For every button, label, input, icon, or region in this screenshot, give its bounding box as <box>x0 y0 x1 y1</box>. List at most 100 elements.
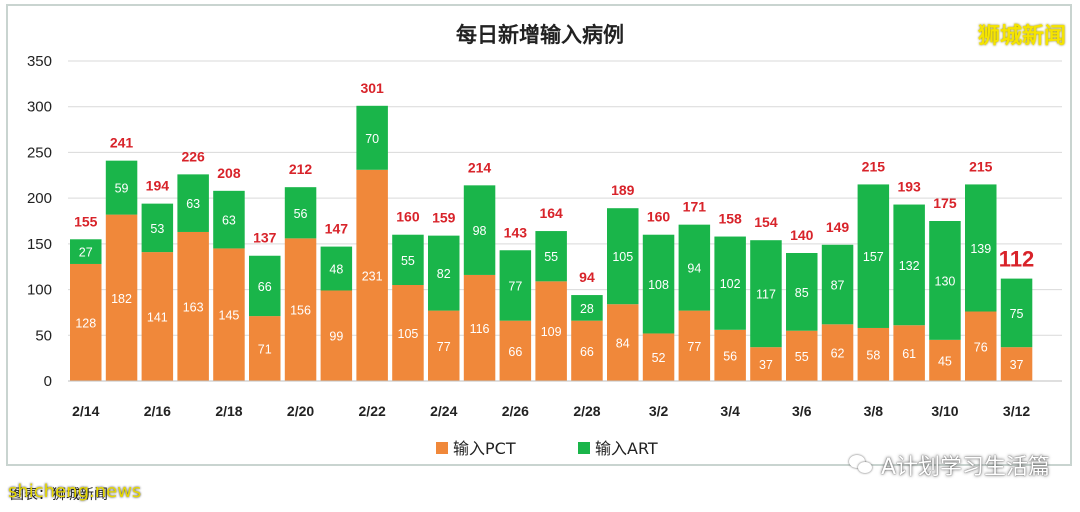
data-label-art: 66 <box>258 280 272 294</box>
data-label-total: 147 <box>325 221 349 237</box>
bar-art-3/12 <box>1000 278 1033 348</box>
bar-art-2/21 <box>320 246 353 291</box>
data-label-pct: 52 <box>652 351 666 365</box>
bar-pct-3/8 <box>857 327 890 381</box>
bar-pct-2/19 <box>249 316 281 381</box>
bar-pct-3/4 <box>714 329 746 381</box>
bar-art-2/19 <box>249 255 281 317</box>
data-label-total: 193 <box>897 179 921 195</box>
data-label-pct: 45 <box>938 354 952 368</box>
data-label-art: 28 <box>580 302 594 316</box>
legend-label-art: 输入ART <box>595 439 658 458</box>
data-label-art: 157 <box>863 250 884 264</box>
x-tick-label: 2/28 <box>573 403 600 419</box>
stacked-bar-chart: 每日新增输入病例 0 50 100 150 200 250 300 350 128 27 155 2/1… <box>27 23 1062 458</box>
bar-pct-2/23 <box>392 285 424 381</box>
x-tick-label: 3/2 <box>649 403 669 419</box>
bar-art-2/15 <box>105 160 138 215</box>
data-label-total: 112 <box>999 247 1035 272</box>
x-tick-label: 3/6 <box>792 403 812 419</box>
data-label-total: 149 <box>826 219 850 235</box>
x-tick-label: 2/24 <box>430 403 457 419</box>
bar-art-2/25 <box>463 185 496 275</box>
data-label-total: 241 <box>110 135 134 151</box>
bar-art-2/28 <box>571 295 603 321</box>
data-label-total: 164 <box>539 205 563 221</box>
y-tick-label: 350 <box>27 53 52 70</box>
site-credit: shicheng.news <box>8 481 142 502</box>
bar-pct-3/11 <box>965 311 997 381</box>
bar-art-2/23 <box>392 234 424 285</box>
data-label-pct: 109 <box>541 325 562 339</box>
bar-art-2/22 <box>356 105 388 170</box>
bar-pct-2/24 <box>428 310 460 381</box>
data-label-pct: 62 <box>831 347 845 361</box>
legend-swatch-art <box>578 442 590 454</box>
data-label-art: 55 <box>401 254 415 268</box>
bar-pct-2/28 <box>571 320 603 381</box>
bar-pct-3/5 <box>750 347 782 381</box>
bar-pct-2/20 <box>284 238 317 381</box>
data-label-art: 85 <box>795 286 809 300</box>
data-label-total: 226 <box>181 148 205 164</box>
bar-art-2/16 <box>141 203 174 253</box>
bar-pct-3/2 <box>642 333 675 381</box>
legend-label-pct: 输入PCT <box>453 439 516 458</box>
data-label-art: 77 <box>508 279 522 293</box>
bar-art-2/26 <box>499 250 532 321</box>
wechat-account-name: A计划学习生活篇 <box>880 455 1050 480</box>
data-label-art: 130 <box>935 274 956 288</box>
x-tick-label: 2/14 <box>72 403 99 419</box>
wechat-icon <box>848 455 873 475</box>
y-tick-label: 50 <box>35 327 52 344</box>
data-label-art: 87 <box>831 279 845 293</box>
data-label-art: 139 <box>970 242 991 256</box>
bar-pct-3/3 <box>678 310 711 381</box>
data-label-total: 159 <box>432 210 456 226</box>
data-label-pct: 77 <box>437 340 451 354</box>
y-tick-label: 150 <box>27 236 52 253</box>
data-label-art: 56 <box>294 207 308 221</box>
data-label-art: 59 <box>115 182 129 196</box>
data-label-art: 63 <box>222 214 236 228</box>
bar-pct-2/26 <box>499 320 532 381</box>
bar-art-2/14 <box>70 239 102 264</box>
data-label-total: 301 <box>360 80 384 96</box>
data-label-art: 53 <box>150 222 164 236</box>
bar-art-2/24 <box>428 235 460 311</box>
bar-pct-3/9 <box>893 325 925 381</box>
chart-title: 每日新增输入病例 <box>456 23 624 47</box>
bar-pct-2/18 <box>213 248 245 381</box>
data-label-art: 132 <box>899 259 920 273</box>
x-tick-label: 2/16 <box>144 403 171 419</box>
data-label-pct: 71 <box>258 343 272 357</box>
data-label-total: 215 <box>862 158 886 174</box>
bar-art-3/7 <box>821 244 854 325</box>
data-label-pct: 58 <box>866 348 880 362</box>
data-label-pct: 182 <box>111 292 132 306</box>
y-tick-label: 300 <box>27 99 52 116</box>
data-label-pct: 99 <box>329 330 343 344</box>
bar-art-3/1 <box>607 208 639 305</box>
x-tick-label: 3/4 <box>720 403 740 419</box>
data-label-pct: 66 <box>508 345 522 359</box>
data-label-total: 94 <box>579 269 595 285</box>
x-tick-label: 2/26 <box>502 403 529 419</box>
data-label-total: 155 <box>74 213 98 229</box>
bar-pct-2/21 <box>320 290 353 381</box>
data-label-pct: 55 <box>795 350 809 364</box>
data-label-pct: 145 <box>219 309 240 323</box>
data-label-art: 102 <box>720 277 741 291</box>
legend-swatch-pct <box>436 442 448 454</box>
bar-pct-3/7 <box>821 324 854 381</box>
data-label-pct: 77 <box>687 340 701 354</box>
data-label-total: 137 <box>253 230 277 246</box>
bar-pct-2/14 <box>70 263 102 381</box>
data-label-art: 98 <box>473 224 487 238</box>
bar-art-3/10 <box>929 221 961 340</box>
data-label-pct: 141 <box>147 311 168 325</box>
bar-art-2/18 <box>213 190 245 249</box>
data-label-total: 143 <box>504 224 528 240</box>
x-tick-label: 2/18 <box>215 403 242 419</box>
y-tick-label: 200 <box>27 190 52 207</box>
